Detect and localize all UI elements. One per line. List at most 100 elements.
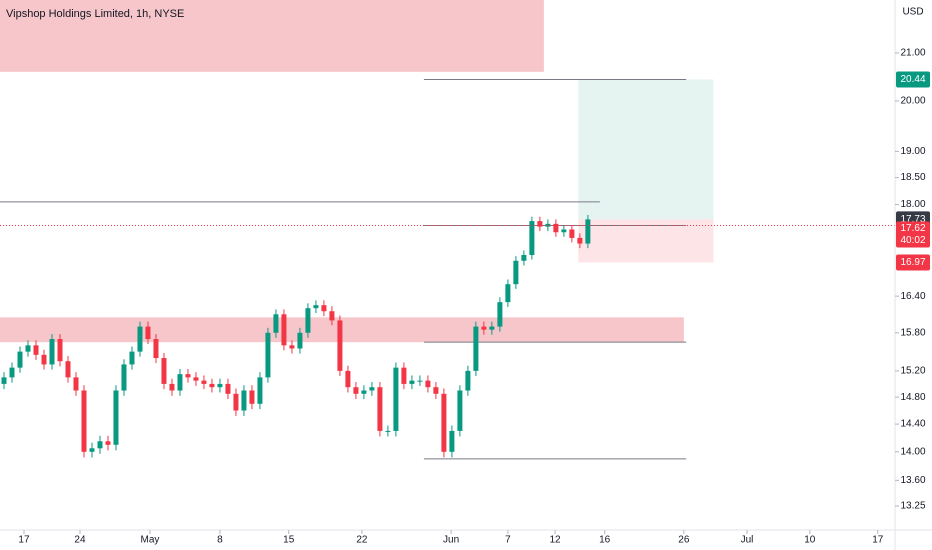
candle-body bbox=[25, 345, 31, 352]
candle-body bbox=[585, 219, 591, 244]
candle-body bbox=[217, 383, 223, 388]
x-tick-label: 7 bbox=[505, 535, 511, 546]
candle-body bbox=[433, 387, 439, 394]
candle-body bbox=[353, 387, 359, 394]
y-tick-label: 18.50 bbox=[900, 172, 925, 183]
candle-body bbox=[281, 314, 287, 346]
candle-body bbox=[89, 448, 95, 452]
candle-body bbox=[361, 390, 367, 394]
candle-body bbox=[337, 320, 343, 371]
chart-title: Vipshop Holdings Limited, 1h, NYSE bbox=[6, 8, 184, 20]
candle-body bbox=[73, 377, 79, 391]
y-tick-label: 18.00 bbox=[900, 199, 925, 210]
currency: USD bbox=[902, 7, 923, 18]
candle-body bbox=[481, 326, 487, 330]
candle-body bbox=[417, 380, 423, 382]
candle-body bbox=[97, 441, 103, 449]
candle-body bbox=[425, 380, 431, 388]
candle-body bbox=[137, 326, 143, 352]
candle-body bbox=[321, 305, 327, 312]
price-badge-label: 20.44 bbox=[900, 74, 925, 85]
candle-body bbox=[553, 223, 559, 233]
candle-body bbox=[129, 351, 135, 365]
y-tick-label: 20.00 bbox=[900, 96, 925, 107]
candle-body bbox=[1, 377, 7, 384]
candle-body bbox=[17, 351, 23, 368]
candle-body bbox=[289, 345, 295, 349]
candle-body bbox=[201, 380, 207, 384]
candle-body bbox=[265, 332, 271, 378]
candle-body bbox=[9, 367, 15, 378]
candle-body bbox=[41, 354, 47, 365]
candle-body bbox=[273, 314, 279, 333]
candle-body bbox=[241, 390, 247, 411]
candle-body bbox=[401, 367, 407, 384]
y-tick-label: 15.20 bbox=[900, 366, 925, 377]
candle-body bbox=[225, 383, 231, 394]
candle-body bbox=[313, 305, 319, 309]
candle-body bbox=[561, 229, 567, 233]
y-tick-label: 13.25 bbox=[900, 501, 925, 512]
candle-body bbox=[345, 370, 351, 388]
x-tick-label: Jul bbox=[741, 535, 754, 546]
price-badge bbox=[896, 254, 930, 271]
candle-body bbox=[33, 345, 39, 355]
price-badge bbox=[896, 71, 930, 88]
x-tick-label: 8 bbox=[217, 535, 223, 546]
price-badge-label: 17.73 bbox=[900, 214, 925, 225]
candle-body bbox=[569, 229, 575, 238]
x-tick-label: May bbox=[141, 535, 160, 546]
candle-body bbox=[153, 339, 159, 359]
candle-body bbox=[465, 370, 471, 391]
x-tick-label: 16 bbox=[599, 535, 611, 546]
candle-body bbox=[145, 326, 151, 340]
candle-body bbox=[513, 260, 519, 285]
zone bbox=[0, 0, 544, 72]
x-tick-label: 22 bbox=[356, 535, 368, 546]
y-tick-label: 15.80 bbox=[900, 327, 925, 338]
x-tick-label: 12 bbox=[550, 535, 562, 546]
candle-body bbox=[169, 383, 175, 391]
plot-area bbox=[0, 0, 895, 460]
candle-body bbox=[297, 332, 303, 349]
candle-body bbox=[497, 302, 503, 327]
x-tick-label: 24 bbox=[74, 535, 86, 546]
price-badge-label: 16.97 bbox=[900, 257, 925, 268]
zone bbox=[578, 79, 714, 220]
candle-body bbox=[57, 339, 63, 362]
candle-body bbox=[161, 358, 167, 384]
candle-body bbox=[457, 390, 463, 431]
candle-body bbox=[329, 311, 335, 321]
candle-body bbox=[81, 390, 87, 452]
x-tick-label: Jun bbox=[443, 535, 459, 546]
candle-body bbox=[473, 326, 479, 371]
candle-body bbox=[529, 221, 535, 256]
candle-body bbox=[209, 383, 215, 388]
candle-body bbox=[545, 223, 551, 227]
candle-body bbox=[505, 284, 511, 303]
candle-body bbox=[105, 441, 111, 445]
x-tick-label: 10 bbox=[804, 535, 816, 546]
candle-body bbox=[385, 430, 391, 432]
candle-body bbox=[185, 374, 191, 378]
x-tick-label: 26 bbox=[678, 535, 690, 546]
candle-body bbox=[449, 430, 455, 452]
candle-body bbox=[49, 339, 55, 365]
candle-body bbox=[377, 387, 383, 431]
candle-body bbox=[409, 380, 415, 384]
candle-body bbox=[121, 364, 127, 391]
y-tick-label: 14.40 bbox=[900, 419, 925, 430]
candle-body bbox=[393, 367, 399, 431]
candle-body bbox=[537, 221, 543, 227]
y-tick-label: 14.80 bbox=[900, 392, 925, 403]
candle-body bbox=[441, 393, 447, 452]
candle-body bbox=[521, 255, 527, 261]
countdown: 40:02 bbox=[900, 235, 925, 246]
candle-body bbox=[113, 390, 119, 445]
candle-body bbox=[65, 361, 71, 378]
x-tick-label: 17 bbox=[18, 535, 30, 546]
candle-body bbox=[257, 377, 263, 404]
y-tick-label: 13.60 bbox=[900, 475, 925, 486]
y-tick-label: 14.00 bbox=[900, 446, 925, 457]
